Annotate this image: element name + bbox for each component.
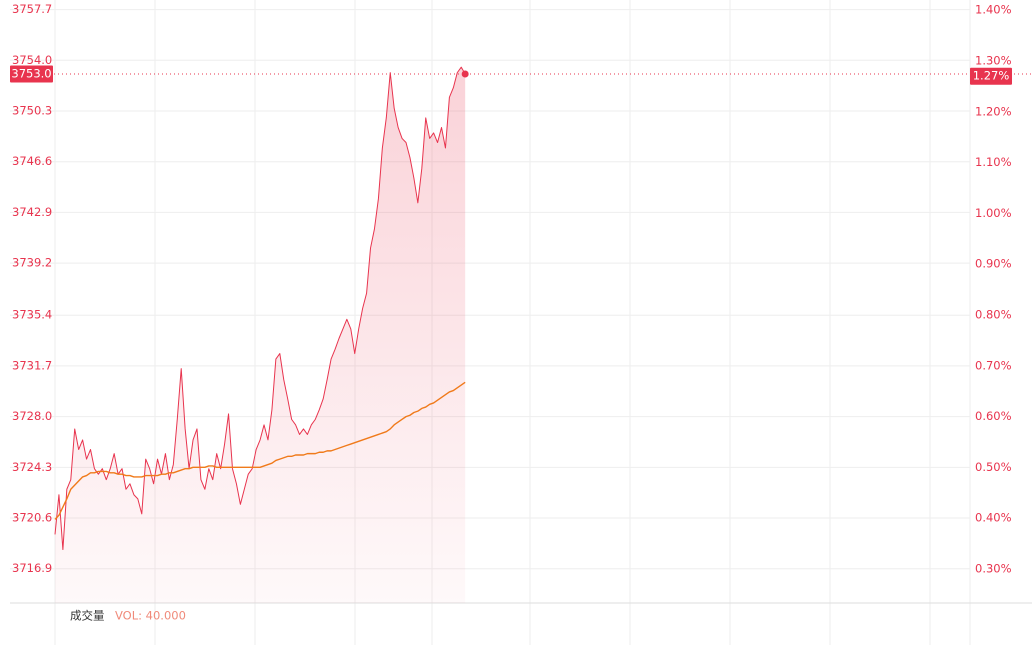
y2-tick-label: 0.70%: [975, 358, 1012, 372]
y-tick-label: 3728.0: [12, 409, 52, 423]
y2-tick-label: 0.90%: [975, 257, 1012, 271]
y-tick-label: 3735.4: [12, 308, 52, 322]
y-tick-label: 3720.6: [12, 511, 52, 525]
last-point: [461, 70, 469, 78]
volume-label: VOL: 40.000: [115, 609, 186, 623]
y2-tick-label: 0.30%: [975, 561, 1012, 575]
average-line: [54, 381, 466, 520]
y-tick-label: 3724.3: [12, 460, 52, 474]
y2-tick-label: 0.80%: [975, 307, 1012, 321]
y2-tick-label: 1.20%: [975, 104, 1012, 118]
y-tick-label: 3746.6: [12, 154, 52, 168]
y2-tick-label: 1.00%: [975, 206, 1012, 220]
last-change-box: [970, 67, 1012, 85]
y2-tick-label: 0.60%: [975, 409, 1012, 423]
y-tick-label: 3739.2: [12, 256, 52, 270]
y-tick-label: 3750.3: [12, 104, 52, 118]
last-price-box: [10, 65, 53, 83]
y2-tick-label: 1.10%: [975, 155, 1012, 169]
price-line: [54, 66, 466, 551]
price-area: [55, 67, 466, 603]
y-tick-label: 3731.7: [12, 358, 52, 372]
y-tick-label: 3754.0: [12, 53, 52, 67]
y2-tick-label: 0.50%: [975, 460, 1012, 474]
y2-tick-label: 1.40%: [975, 3, 1012, 17]
last-change-label: 1.27%: [973, 69, 1010, 83]
y-tick-label: 3716.9: [12, 561, 52, 575]
last-price-label: 3753.0: [11, 67, 51, 81]
y-tick-label: 3757.7: [12, 2, 52, 16]
y2-tick-label: 0.40%: [975, 511, 1012, 525]
volume-title: 成交量: [70, 609, 105, 623]
y2-tick-label: 1.30%: [975, 53, 1012, 67]
y-tick-label: 3742.9: [12, 205, 52, 219]
